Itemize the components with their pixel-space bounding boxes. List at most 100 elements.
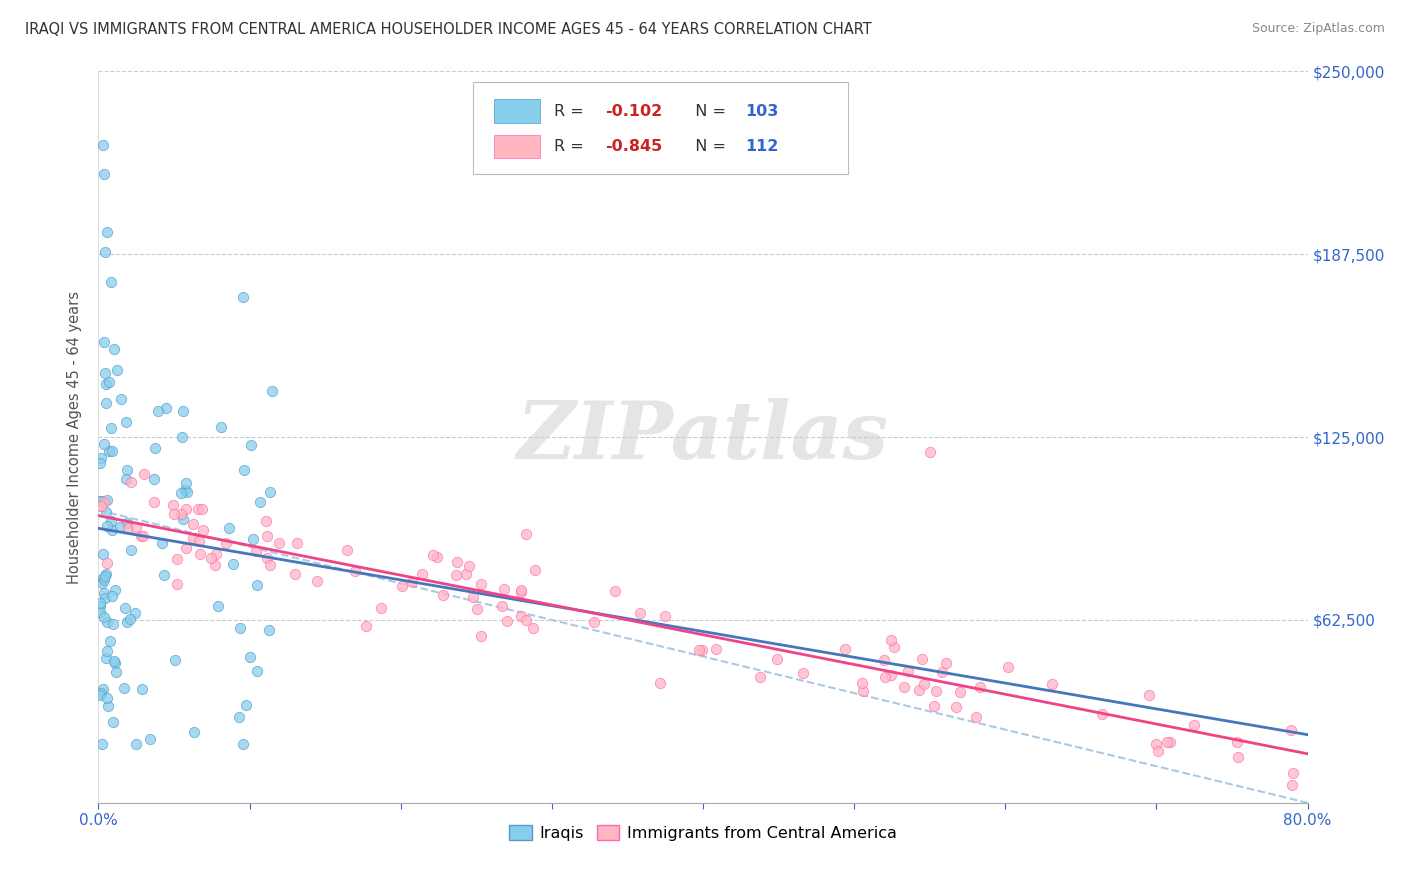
Point (969, 681, 991, 695)
Point (285, 536, 308, 550)
Point (834, 641, 856, 656)
Point (90, 499, 112, 513)
Point (94, 591, 117, 606)
Point (461, 591, 484, 605)
Point (150, 536, 173, 550)
Point (97, 699, 120, 714)
Point (173, 483, 195, 497)
Point (172, 404, 194, 418)
Point (458, 558, 481, 573)
Point (749, 670, 772, 684)
Point (257, 624, 280, 638)
Point (949, 684, 972, 698)
Point (100, 514, 122, 528)
Point (1144, 737, 1167, 751)
Point (204, 558, 226, 573)
Point (650, 675, 672, 690)
Point (117, 463, 139, 477)
Point (852, 683, 875, 698)
Point (931, 665, 953, 679)
Point (470, 577, 492, 591)
Text: N =: N = (685, 103, 731, 119)
Point (446, 555, 468, 569)
Point (96, 615, 118, 630)
Point (148, 404, 170, 418)
Point (90, 450, 112, 465)
Point (925, 683, 948, 698)
Point (170, 507, 193, 521)
Point (91, 547, 114, 561)
Point (169, 485, 191, 500)
Point (690, 643, 713, 657)
Point (209, 420, 232, 434)
Point (93, 436, 115, 450)
Point (256, 550, 278, 565)
Point (370, 601, 392, 615)
Point (922, 698, 945, 713)
Point (688, 643, 710, 657)
Text: -0.845: -0.845 (605, 139, 662, 154)
Point (496, 614, 519, 628)
Point (1279, 723, 1302, 737)
Point (1226, 735, 1249, 749)
Point (246, 664, 269, 678)
Point (94, 651, 117, 665)
Point (89, 596, 111, 610)
Point (110, 392, 132, 406)
Point (143, 472, 166, 486)
Text: N =: N = (685, 139, 731, 154)
Point (467, 602, 489, 616)
Point (605, 584, 627, 599)
Text: Source: ZipAtlas.com: Source: ZipAtlas.com (1251, 22, 1385, 36)
Point (1159, 735, 1181, 749)
Point (118, 612, 141, 626)
Point (509, 582, 531, 597)
Point (89, 605, 111, 619)
Point (187, 534, 209, 549)
Point (1091, 707, 1114, 722)
Point (90, 576, 112, 591)
Point (1156, 735, 1178, 749)
Point (515, 527, 537, 541)
Point (174, 541, 197, 556)
Point (792, 666, 814, 681)
Point (207, 599, 229, 614)
Point (125, 737, 148, 751)
Point (98, 375, 121, 389)
Point (200, 550, 222, 565)
Point (262, 384, 284, 398)
Point (284, 567, 307, 582)
Point (630, 606, 652, 620)
Point (131, 681, 153, 696)
Point (582, 615, 605, 630)
Point (101, 589, 124, 603)
Point (965, 710, 987, 724)
Point (654, 609, 676, 624)
Point (912, 677, 935, 691)
Point (134, 467, 156, 481)
Point (91, 737, 114, 751)
Y-axis label: Householder Income Ages 45 - 64 years: Householder Income Ages 45 - 64 years (67, 291, 83, 583)
Point (240, 438, 263, 452)
Point (873, 653, 896, 667)
Point (1226, 750, 1249, 764)
FancyBboxPatch shape (494, 99, 540, 123)
Point (174, 502, 197, 516)
Point (454, 567, 477, 582)
Point (94, 396, 117, 410)
Point (336, 543, 359, 558)
Point (91, 137, 114, 152)
Point (259, 485, 281, 500)
Point (401, 574, 423, 589)
Point (172, 512, 194, 526)
Point (96, 556, 118, 570)
Point (131, 529, 153, 543)
Point (89, 456, 111, 470)
Point (103, 654, 125, 668)
Point (188, 547, 211, 561)
Point (96, 492, 118, 507)
Point (94, 505, 117, 519)
Point (249, 495, 271, 509)
Point (880, 633, 903, 648)
Point (103, 343, 125, 357)
